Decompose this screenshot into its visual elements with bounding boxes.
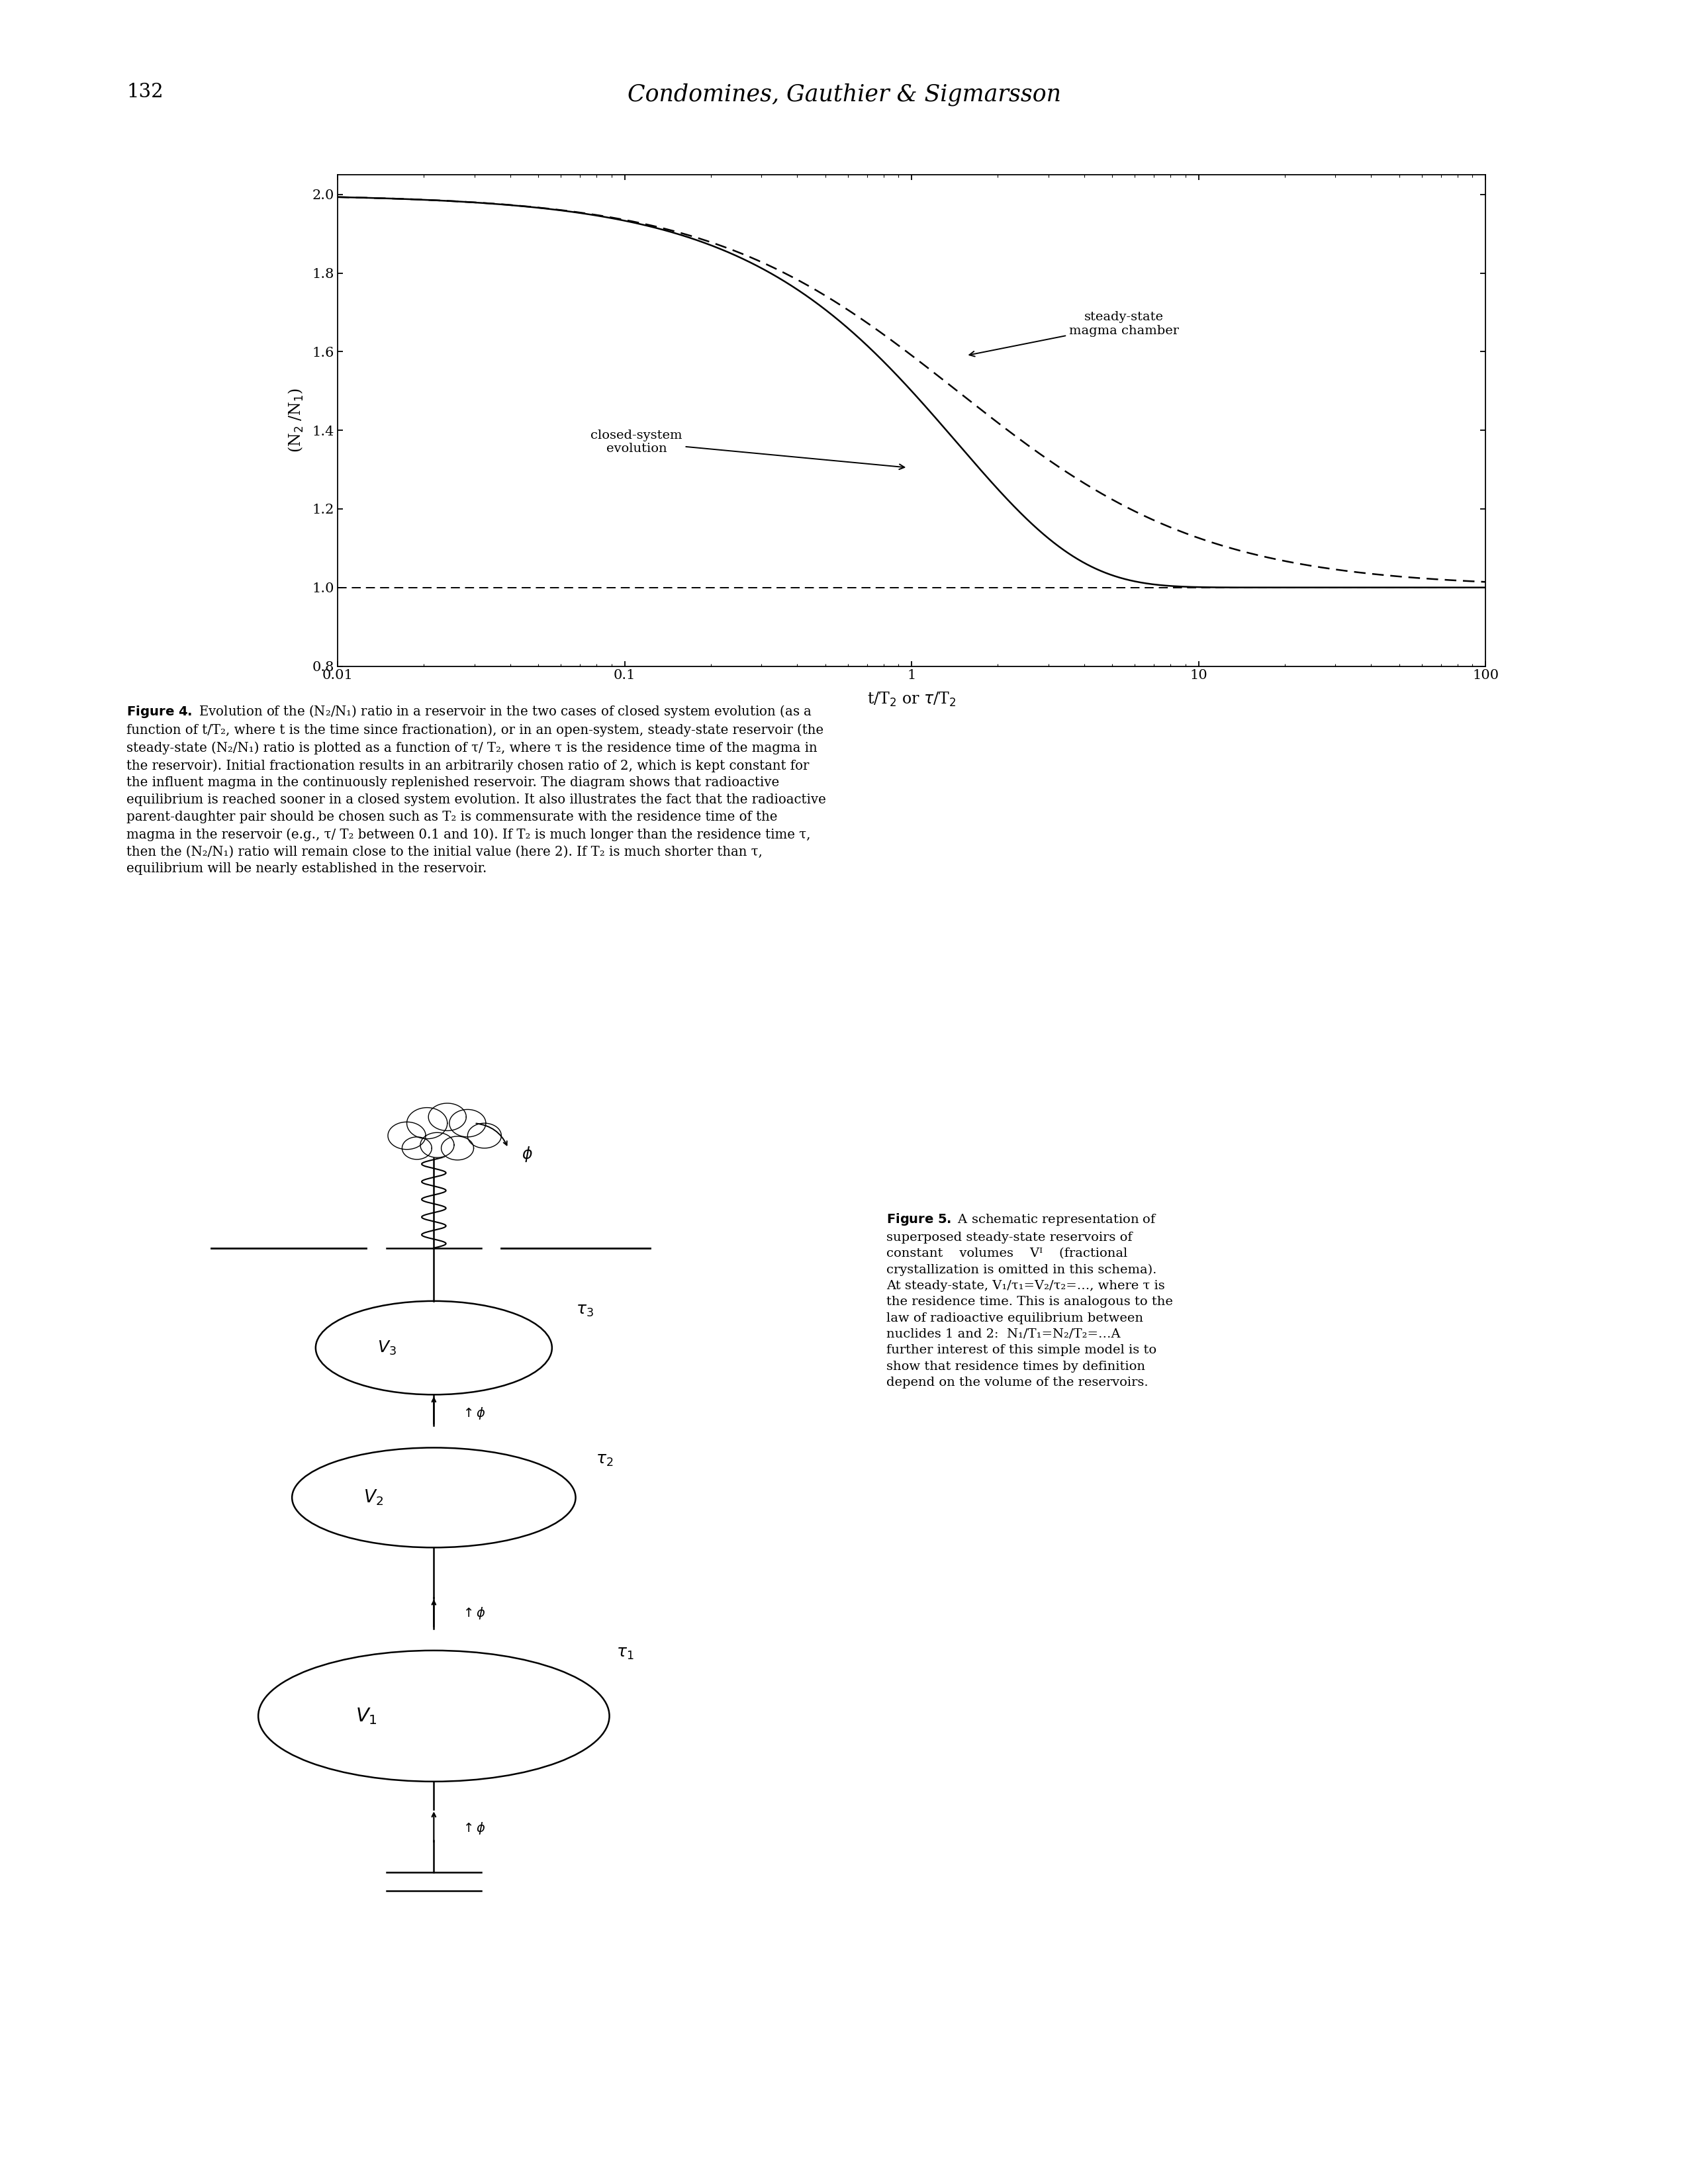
- Polygon shape: [407, 1107, 447, 1138]
- Polygon shape: [449, 1109, 486, 1138]
- Text: $\uparrow \phi$: $\uparrow \phi$: [461, 1406, 486, 1422]
- Polygon shape: [441, 1136, 474, 1160]
- Text: 132: 132: [127, 83, 164, 100]
- Text: Condomines, Gauthier & Sigmarsson: Condomines, Gauthier & Sigmarsson: [628, 83, 1060, 105]
- Text: $\uparrow \phi$: $\uparrow \phi$: [461, 1821, 486, 1837]
- Text: $\uparrow \phi$: $\uparrow \phi$: [461, 1605, 486, 1621]
- Polygon shape: [388, 1123, 425, 1149]
- Text: $\mathbf{Figure\ 4.}$ Evolution of the (N₂/N₁) ratio in a reservoir in the two c: $\mathbf{Figure\ 4.}$ Evolution of the (…: [127, 703, 825, 876]
- Ellipse shape: [258, 1651, 609, 1782]
- Text: $\tau_1$: $\tau_1$: [616, 1647, 633, 1662]
- Ellipse shape: [292, 1448, 576, 1548]
- Polygon shape: [429, 1103, 466, 1131]
- Ellipse shape: [316, 1302, 552, 1396]
- Polygon shape: [420, 1133, 454, 1158]
- Text: $\phi$: $\phi$: [522, 1144, 533, 1164]
- Polygon shape: [468, 1123, 501, 1149]
- X-axis label: t/T$_2$ or $\tau$/T$_2$: t/T$_2$ or $\tau$/T$_2$: [868, 690, 955, 708]
- Text: $V_3$: $V_3$: [376, 1339, 397, 1356]
- Text: $\tau_2$: $\tau_2$: [596, 1452, 613, 1468]
- Y-axis label: (N$_2$ /N$_1$): (N$_2$ /N$_1$): [287, 389, 306, 452]
- Text: $V_2$: $V_2$: [363, 1487, 383, 1507]
- Text: closed-system
evolution: closed-system evolution: [591, 430, 905, 470]
- Text: $V_1$: $V_1$: [356, 1706, 376, 1725]
- Text: $\mathbf{Figure\ 5.}$ A schematic representation of
superposed steady-state rese: $\mathbf{Figure\ 5.}$ A schematic repres…: [886, 1212, 1173, 1389]
- Text: $\tau_3$: $\tau_3$: [576, 1304, 594, 1317]
- Text: steady-state
magma chamber: steady-state magma chamber: [969, 312, 1178, 356]
- Polygon shape: [402, 1138, 432, 1160]
